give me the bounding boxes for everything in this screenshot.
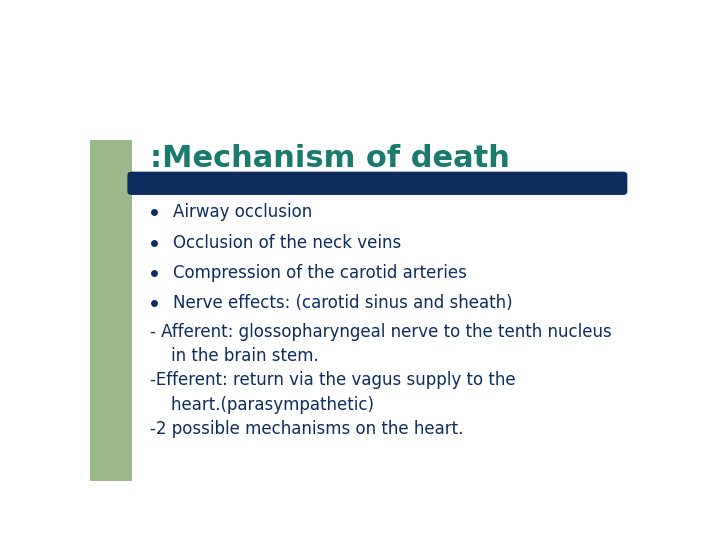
Text: -2 possible mechanisms on the heart.: -2 possible mechanisms on the heart. [150, 420, 464, 437]
FancyBboxPatch shape [90, 65, 132, 481]
Text: :Mechanism of death: :Mechanism of death [150, 144, 510, 173]
Text: heart.(parasympathetic): heart.(parasympathetic) [150, 395, 374, 414]
FancyBboxPatch shape [127, 172, 627, 195]
Text: Occlusion of the neck veins: Occlusion of the neck veins [173, 234, 401, 252]
Text: Compression of the carotid arteries: Compression of the carotid arteries [173, 264, 467, 282]
Bar [90, 36, 252, 140]
Text: -Efferent: return via the vagus supply to the: -Efferent: return via the vagus supply t… [150, 372, 516, 389]
FancyBboxPatch shape [136, 74, 658, 488]
Text: Airway occlusion: Airway occlusion [173, 204, 312, 221]
Text: Nerve effects: (carotid sinus and sheath): Nerve effects: (carotid sinus and sheath… [173, 294, 512, 313]
Text: in the brain stem.: in the brain stem. [150, 347, 319, 365]
FancyBboxPatch shape [81, 58, 255, 158]
Bar [132, 140, 648, 481]
Bar [240, 48, 307, 152]
Text: - Afferent: glossopharyngeal nerve to the tenth nucleus: - Afferent: glossopharyngeal nerve to th… [150, 323, 612, 341]
